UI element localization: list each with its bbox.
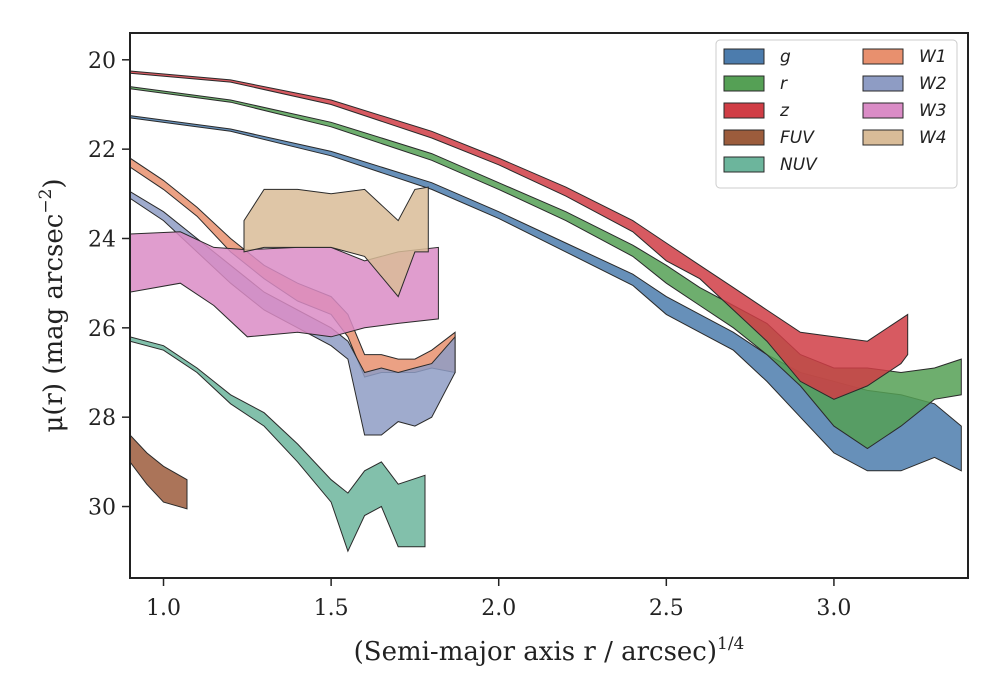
legend-label: W3 <box>919 101 947 121</box>
legend-swatch <box>862 102 904 119</box>
series-band-nuv <box>130 336 426 553</box>
y-tick-label: 30 <box>88 496 116 521</box>
legend-label: W4 <box>919 128 947 148</box>
legend-swatch <box>862 129 904 146</box>
y-tick-label: 24 <box>88 227 116 252</box>
legend-label: z <box>779 101 790 121</box>
series-band-z <box>130 70 909 400</box>
legend-item-w2: W2 <box>862 74 947 94</box>
legend: grz FUV NUV W1 W2 W3 W4 <box>715 39 958 189</box>
legend-label: r <box>780 74 788 94</box>
legend-swatch <box>723 129 765 146</box>
legend-swatch <box>723 156 765 173</box>
x-axis-label: (Semi-major axis r / arcsec)1/4 <box>354 634 745 667</box>
y-tick-label: 26 <box>88 317 116 342</box>
x-tick-label: 2.0 <box>481 596 516 621</box>
ticks-layer: 1.0 1.5 2.0 2.5 3.0 20 22 24 26 28 30 <box>88 49 851 621</box>
legend-item-r: r <box>723 74 788 94</box>
legend-label: W1 <box>919 47 947 67</box>
legend-label: g <box>780 47 791 67</box>
y-tick-label: 20 <box>88 49 116 74</box>
x-tick-label: 2.5 <box>649 596 684 621</box>
plot-frame <box>129 32 969 579</box>
legend-label: NUV <box>780 155 818 175</box>
legend-swatch <box>862 75 904 92</box>
legend-label: FUV <box>780 128 815 148</box>
legend-label: W2 <box>919 74 947 94</box>
x-tick-label: 1.5 <box>314 596 349 621</box>
x-tick-label: 1.0 <box>146 596 181 621</box>
legend-swatch <box>723 75 765 92</box>
series-band-fuv <box>130 434 188 510</box>
legend-item-nuv: NUV <box>723 155 818 175</box>
legend-item-w3: W3 <box>862 101 947 121</box>
series-layer <box>130 70 962 553</box>
legend-swatch <box>862 48 904 65</box>
legend-swatch <box>723 48 765 65</box>
y-tick-label: 28 <box>88 406 116 431</box>
series-band-r <box>130 86 962 450</box>
x-tick-label: 3.0 <box>816 596 851 621</box>
legend-item-z: z <box>723 101 790 121</box>
legend-item-w1: W1 <box>862 47 947 67</box>
legend-item-w4: W4 <box>862 128 947 148</box>
y-axis-label: μ(r) (mag arcsec−2) <box>36 178 69 432</box>
series-band-w4 <box>243 186 429 298</box>
legend-item-fuv: FUV <box>723 128 815 148</box>
legend-swatch <box>723 102 765 119</box>
legend-item-g: g <box>723 47 791 67</box>
y-tick-label: 22 <box>88 138 116 163</box>
